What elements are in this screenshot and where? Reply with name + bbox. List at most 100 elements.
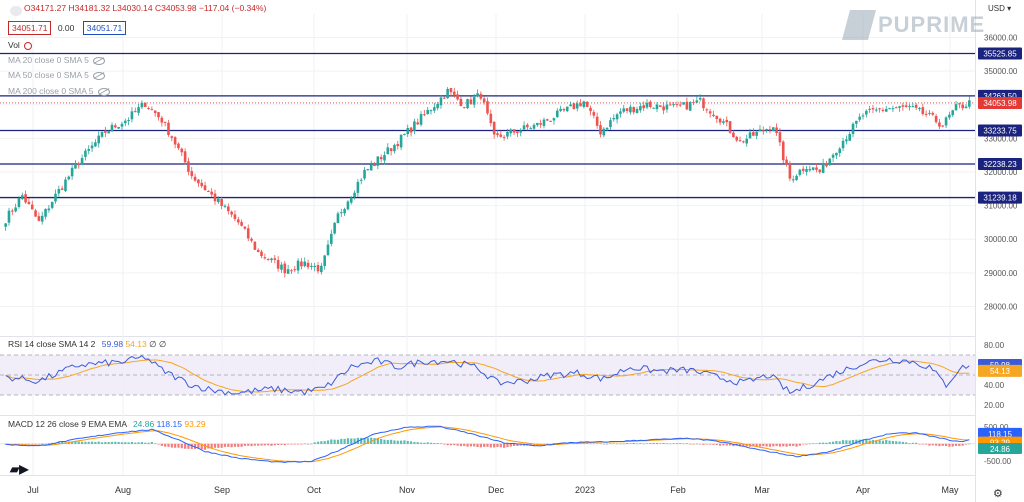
- macd-histogram-bar: [57, 441, 60, 444]
- macd-histogram-bar: [709, 443, 712, 445]
- macd-histogram-bar: [964, 443, 968, 445]
- macd-histogram-bar: [346, 438, 350, 444]
- candle-body: [60, 188, 64, 190]
- time-tick-label: Sep: [214, 485, 230, 495]
- macd-value-tag-text: 24.86: [990, 445, 1011, 454]
- candle-body: [210, 191, 213, 195]
- macd-histogram-bar: [532, 443, 536, 446]
- menu-icon[interactable]: [10, 6, 22, 16]
- candle-body: [320, 265, 323, 273]
- ma20-legend[interactable]: MA 20 close 0 SMA 5: [8, 55, 105, 65]
- candle-body: [522, 125, 526, 130]
- macd-histogram-bar: [479, 443, 482, 448]
- candle-body: [276, 259, 280, 269]
- candle-body: [542, 119, 546, 126]
- macd-histogram-bar: [855, 439, 858, 444]
- candle-body: [609, 120, 612, 128]
- candle-body: [954, 104, 958, 111]
- candle-body: [393, 144, 396, 152]
- macd-histogram-bar: [419, 442, 423, 444]
- candle-body: [718, 118, 722, 123]
- ask-box[interactable]: 34051.71: [82, 21, 127, 35]
- candle-body: [801, 168, 805, 171]
- candle-body: [123, 120, 127, 124]
- macd-histogram-bar: [140, 442, 144, 444]
- candle-body: [436, 103, 439, 109]
- candle-body: [482, 98, 486, 103]
- candle-body: [612, 118, 616, 120]
- macd-histogram-bar: [193, 443, 197, 449]
- macd-histogram-bar: [931, 443, 934, 446]
- macd-histogram-bar: [938, 443, 941, 447]
- candle-body: [336, 213, 340, 224]
- macd-histogram-bar: [493, 443, 496, 448]
- price-tick-label: 30000.00: [984, 235, 1018, 244]
- macd-histogram-bar: [825, 442, 828, 444]
- candle-body: [273, 258, 277, 260]
- rsi-legend[interactable]: RSI 14 close SMA 14 2 59.98 54.13 ∅ ∅: [8, 339, 166, 350]
- candle-body: [632, 107, 636, 113]
- candle-body: [57, 188, 61, 194]
- candle-body: [359, 179, 363, 181]
- candle-body: [678, 104, 682, 106]
- macd-histogram-bar: [267, 443, 270, 446]
- candle-body: [845, 139, 848, 142]
- macd-histogram-bar: [290, 443, 293, 445]
- candle-body: [742, 141, 745, 143]
- gear-icon[interactable]: ⚙: [993, 488, 1003, 500]
- macd-histogram-bar: [433, 443, 436, 444]
- candle-body: [180, 148, 184, 153]
- macd-histogram-bar: [702, 443, 705, 445]
- candle-body: [798, 169, 802, 175]
- candle-body: [363, 169, 366, 179]
- macd-histogram-bar: [293, 443, 296, 445]
- macd-histogram-bar: [925, 443, 928, 445]
- tradingview-logo-icon[interactable]: ▰▶: [10, 462, 29, 476]
- macd-value-tag-text: 118.15: [988, 430, 1012, 439]
- price-level-tag-text: 33233.75: [983, 127, 1017, 136]
- candle-body: [775, 127, 778, 134]
- macd-histogram-bar: [695, 443, 698, 445]
- macd-histogram-bar: [243, 443, 247, 446]
- macd-histogram-bar: [80, 441, 84, 444]
- candle-body: [100, 131, 104, 137]
- candle-body: [379, 157, 383, 160]
- vol-legend[interactable]: Vol: [8, 40, 32, 50]
- bid-box[interactable]: 34051.71: [8, 21, 52, 35]
- candle-body: [555, 110, 559, 118]
- candle-body: [572, 103, 576, 110]
- price-level-tag-text: 34263.50: [983, 92, 1017, 101]
- macd-histogram-bar: [622, 443, 625, 445]
- candle-body: [579, 103, 582, 107]
- macd-histogram-bar: [426, 442, 429, 444]
- macd-histogram-bar: [84, 441, 87, 444]
- macd-histogram-bar: [203, 443, 207, 450]
- macd-histogram-bar: [443, 443, 446, 445]
- vol-label: Vol: [8, 40, 20, 50]
- candle-body: [904, 105, 908, 107]
- ma200-legend[interactable]: MA 200 close 0 SMA 5: [8, 86, 110, 96]
- candle-body: [403, 133, 406, 135]
- macd-histogram-bar: [519, 443, 522, 446]
- macd-histogram-bar: [180, 443, 183, 449]
- price-level-tag: [978, 124, 1022, 137]
- macd-histogram-bar: [599, 443, 602, 444]
- price-level-tag-text: 31239.18: [983, 194, 1017, 203]
- macd-histogram-bar: [609, 443, 612, 444]
- ma50-legend[interactable]: MA 50 close 0 SMA 5: [8, 70, 105, 80]
- macd-histogram-bar: [27, 443, 31, 445]
- currency-selector[interactable]: USD ▾: [988, 4, 1012, 13]
- macd-histogram-bar: [841, 440, 845, 444]
- ohlc-low: L34030.14: [112, 3, 153, 13]
- macd-histogram-bar: [778, 443, 782, 447]
- candle-body: [645, 102, 649, 108]
- macd-histogram-bar: [968, 443, 971, 445]
- candle-body: [217, 198, 220, 203]
- macd-legend[interactable]: MACD 12 26 close 9 EMA EMA 24.86 118.15 …: [8, 419, 206, 429]
- eye-hidden-icon[interactable]: [92, 71, 105, 80]
- eye-hidden-icon[interactable]: [97, 87, 110, 96]
- macd-histogram-bar: [240, 443, 243, 447]
- eye-hidden-icon[interactable]: [92, 56, 105, 65]
- macd-histogram-bar: [137, 442, 140, 444]
